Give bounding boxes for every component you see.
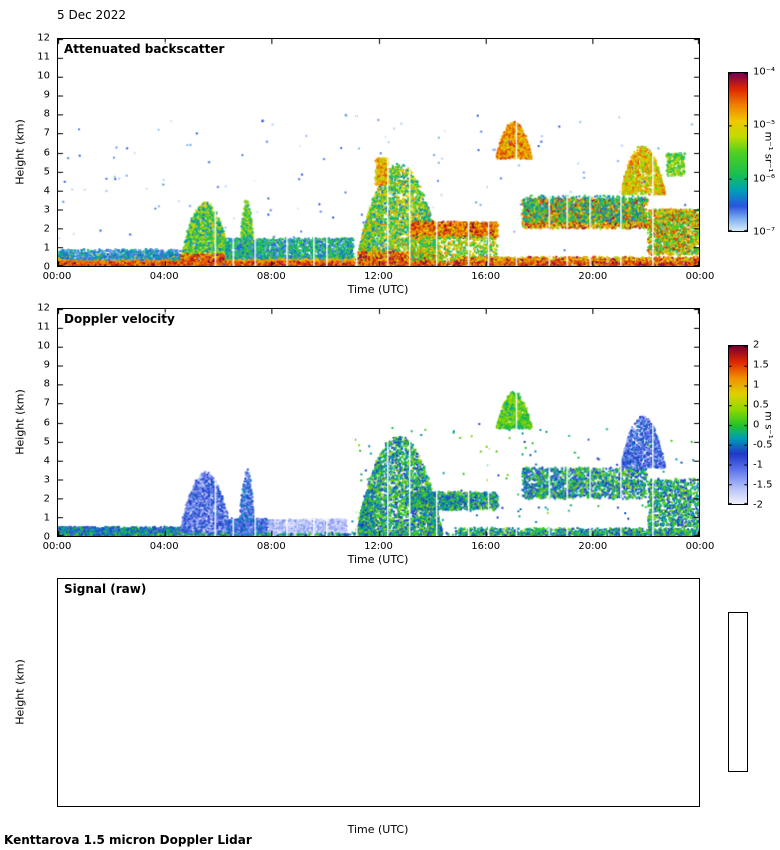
colorbar-tick-label: 10⁻⁵ (753, 119, 776, 131)
signal-heatmap-canvas (58, 579, 699, 806)
y-tick-label: 2 (43, 493, 50, 505)
y-axis-label-velocity: Height (km) (13, 389, 27, 455)
x-axis-label-signal: Time (UTC) (347, 823, 409, 836)
backscatter-colorbar-canvas (729, 73, 747, 231)
y-tick-label: 6 (43, 147, 50, 158)
y-tick-label: 11 (37, 51, 50, 63)
colorbar-tick-label: 1 (753, 379, 760, 391)
y-tick-label: 1 (43, 512, 50, 524)
y-tick-label: 12 (37, 32, 50, 44)
y-tick-label: 7 (43, 127, 50, 139)
x-tick-label: 12:00 (364, 271, 393, 282)
colorbar-tick-label: -2 (753, 499, 763, 511)
colorbar-unit-velocity: m s⁻¹ (762, 411, 774, 439)
y-tick-label: 1 (43, 242, 50, 254)
x-tick-label: 12:00 (364, 541, 393, 552)
y-tick-label: 2 (43, 223, 50, 235)
colorbar-tick-label: -0.5 (753, 439, 773, 451)
colorbar-signal (728, 612, 748, 772)
instrument-footer: Kenttarova 1.5 micron Doppler Lidar (4, 833, 252, 847)
y-tick-label: 5 (43, 436, 50, 448)
x-tick-label: 20:00 (578, 541, 608, 552)
colorbar-tick-label: 10⁻⁶ (753, 173, 776, 185)
colorbar-velocity (728, 345, 748, 505)
y-tick-label: 3 (43, 474, 50, 486)
x-tick-label: 16:00 (471, 541, 501, 552)
x-tick-label: 00:00 (42, 541, 72, 552)
x-tick-label: 04:00 (149, 541, 179, 552)
colorbar-tick-label: 1.5 (753, 359, 769, 371)
colorbar-tick-label: 0 (753, 419, 760, 431)
x-axis-label-velocity: Time (UTC) (347, 553, 409, 566)
y-tick-label: 8 (43, 378, 50, 390)
y-tick-label: 9 (43, 89, 50, 101)
x-tick-label: 20:00 (578, 271, 608, 282)
y-tick-label: 7 (43, 397, 50, 409)
y-tick-label: 11 (37, 321, 50, 333)
colorbar-tick-label: 2 (753, 339, 760, 351)
y-tick-label: 5 (43, 166, 50, 178)
y-tick-label: 0 (43, 531, 50, 543)
x-tick-label: 16:00 (471, 271, 501, 282)
velocity-colorbar-canvas (729, 346, 747, 504)
colorbar-tick-label: 10⁻⁴ (753, 66, 776, 78)
panel-title-velocity: Doppler velocity (62, 312, 177, 326)
panel-title-signal: Signal (raw) (62, 582, 149, 596)
colorbar-backscatter (728, 72, 748, 232)
x-tick-label: 04:00 (149, 271, 179, 282)
x-tick-label: 00:00 (685, 541, 715, 552)
colorbar-unit-backscatter: m⁻¹ sr⁻¹ (762, 131, 774, 173)
colorbar-tick-label: 0.5 (753, 399, 769, 411)
y-axis-label-backscatter: Height (km) (13, 119, 27, 185)
x-tick-label: 00:00 (685, 271, 715, 282)
y-tick-label: 4 (43, 455, 50, 467)
panel-title-backscatter: Attenuated backscatter (62, 42, 227, 56)
plot-area-signal: Signal (raw) (57, 578, 700, 807)
x-tick-label: 08:00 (256, 271, 286, 282)
y-tick-label: 10 (37, 340, 50, 352)
y-tick-label: 12 (37, 302, 50, 314)
velocity-heatmap-canvas (58, 309, 699, 536)
plot-area-velocity: Doppler velocity (57, 308, 700, 537)
y-tick-label: 3 (43, 204, 50, 216)
signal-colorbar-canvas (729, 613, 747, 771)
y-tick-label: 8 (43, 108, 50, 120)
colorbar-tick-label: 10⁻⁷ (753, 226, 776, 238)
date-label: 5 Dec 2022 (57, 8, 127, 22)
y-tick-label: 10 (37, 70, 50, 82)
y-tick-label: 9 (43, 359, 50, 371)
plot-area-backscatter: Attenuated backscatter (57, 38, 700, 267)
colorbar-tick-label: -1 (753, 459, 763, 471)
y-tick-label: 0 (43, 261, 50, 273)
backscatter-heatmap-canvas (58, 39, 699, 266)
y-axis-label-signal: Height (km) (13, 659, 27, 725)
colorbar-tick-label: -1.5 (753, 479, 773, 491)
x-tick-label: 00:00 (42, 271, 72, 282)
y-tick-label: 4 (43, 185, 50, 197)
x-tick-label: 08:00 (256, 541, 286, 552)
x-axis-label-backscatter: Time (UTC) (347, 283, 409, 296)
y-tick-label: 6 (43, 417, 50, 428)
